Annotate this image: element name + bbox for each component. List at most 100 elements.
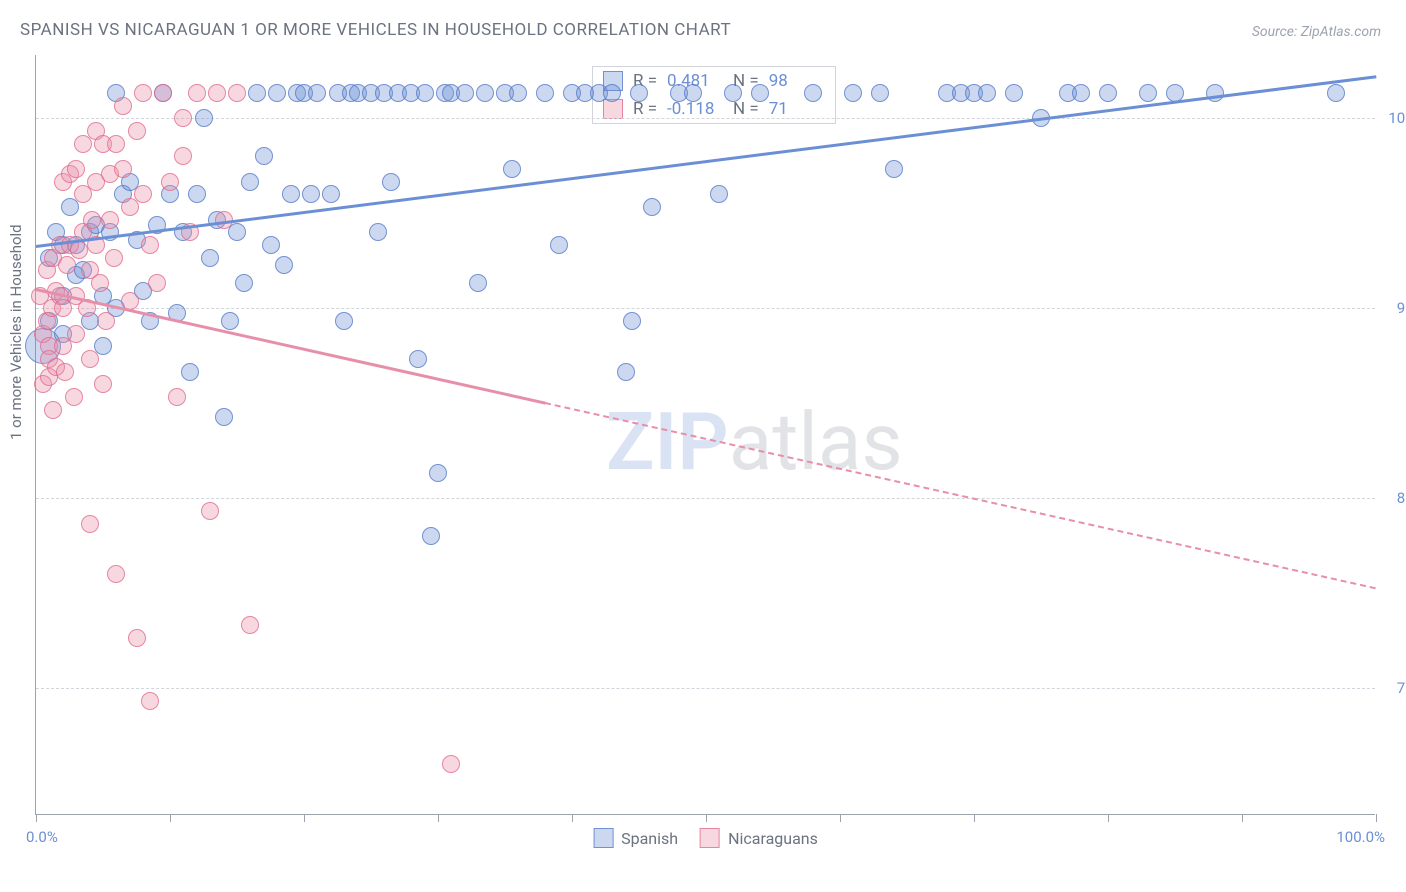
legend-label: Nicaraguans	[728, 829, 818, 848]
scatter-point	[91, 274, 109, 292]
scatter-point	[70, 241, 88, 259]
scatter-point	[141, 692, 159, 710]
scatter-point	[1072, 84, 1090, 102]
scatter-point	[148, 274, 166, 292]
scatter-point	[107, 135, 125, 153]
y-tick-label: 77.5%	[1397, 679, 1406, 697]
scatter-point	[302, 185, 320, 203]
scatter-point	[105, 249, 123, 267]
y-tick-label: 100.0%	[1388, 109, 1406, 127]
scatter-point	[416, 84, 434, 102]
scatter-point	[188, 84, 206, 102]
x-tick	[840, 814, 841, 822]
scatter-point	[871, 84, 889, 102]
scatter-point	[429, 464, 447, 482]
scatter-point	[369, 223, 387, 241]
scatter-point	[81, 515, 99, 533]
scatter-point	[382, 173, 400, 191]
x-tick	[1376, 814, 1377, 822]
scatter-point	[248, 84, 266, 102]
x-tick	[170, 814, 171, 822]
scatter-point	[228, 223, 246, 241]
scatter-point	[128, 629, 146, 647]
scatter-point	[335, 312, 353, 330]
scatter-point	[65, 388, 83, 406]
scatter-point	[308, 84, 326, 102]
scatter-point	[67, 160, 85, 178]
legend-label: Spanish	[621, 829, 678, 848]
scatter-point	[81, 350, 99, 368]
scatter-point	[67, 325, 85, 343]
watermark-zip: ZIP	[606, 395, 729, 489]
scatter-point	[684, 84, 702, 102]
scatter-point	[134, 84, 152, 102]
scatter-point	[235, 274, 253, 292]
scatter-point	[241, 173, 259, 191]
scatter-point	[282, 185, 300, 203]
x-tick	[36, 814, 37, 822]
scatter-point	[154, 84, 172, 102]
scatter-point	[114, 97, 132, 115]
plot-area: ZIPatlas R =0.481N =98R =-0.118N =71 0.0…	[35, 55, 1375, 815]
gridline	[36, 308, 1375, 309]
scatter-point	[188, 185, 206, 203]
scatter-point	[804, 84, 822, 102]
scatter-point	[201, 249, 219, 267]
scatter-point	[141, 236, 159, 254]
scatter-point	[603, 84, 621, 102]
scatter-point	[1005, 84, 1023, 102]
scatter-point	[978, 84, 996, 102]
x-axis-min-label: 0.0%	[26, 828, 58, 846]
scatter-point	[422, 527, 440, 545]
scatter-point	[262, 236, 280, 254]
scatter-point	[221, 312, 239, 330]
scatter-point	[97, 312, 115, 330]
x-tick	[304, 814, 305, 822]
legend-swatch	[700, 828, 720, 848]
scatter-point	[409, 350, 427, 368]
legend-swatch	[593, 828, 613, 848]
scatter-point	[195, 109, 213, 127]
scatter-point	[1139, 84, 1157, 102]
scatter-point	[94, 375, 112, 393]
scatter-point	[201, 502, 219, 520]
scatter-point	[241, 616, 259, 634]
scatter-point	[128, 122, 146, 140]
scatter-point	[275, 256, 293, 274]
scatter-point	[268, 84, 286, 102]
scatter-point	[181, 363, 199, 381]
scatter-point	[469, 274, 487, 292]
scatter-point	[58, 256, 76, 274]
scatter-point	[536, 84, 554, 102]
watermark: ZIPatlas	[606, 395, 903, 489]
legend: Spanish Nicaraguans	[593, 828, 818, 848]
scatter-point	[215, 408, 233, 426]
scatter-point	[208, 84, 226, 102]
scatter-point	[101, 211, 119, 229]
stats-swatch	[603, 99, 623, 119]
x-tick	[572, 814, 573, 822]
scatter-point	[1099, 84, 1117, 102]
scatter-point	[168, 388, 186, 406]
scatter-point	[509, 84, 527, 102]
scatter-point	[623, 312, 641, 330]
gridline	[36, 498, 1375, 499]
trend-line	[36, 288, 546, 405]
scatter-point	[161, 173, 179, 191]
x-tick	[1242, 814, 1243, 822]
scatter-point	[643, 198, 661, 216]
stats-legend-box: R =0.481N =98R =-0.118N =71	[592, 66, 836, 124]
x-tick	[438, 814, 439, 822]
scatter-point	[1327, 84, 1345, 102]
scatter-point	[724, 84, 742, 102]
stats-r-label: R =	[633, 99, 657, 119]
scatter-point	[885, 160, 903, 178]
source-label: Source: ZipAtlas.com	[1252, 24, 1381, 40]
scatter-point	[844, 84, 862, 102]
gridline	[36, 118, 1375, 119]
scatter-point	[255, 147, 273, 165]
scatter-point	[174, 147, 192, 165]
scatter-point	[456, 84, 474, 102]
scatter-point	[617, 363, 635, 381]
x-tick	[706, 814, 707, 822]
